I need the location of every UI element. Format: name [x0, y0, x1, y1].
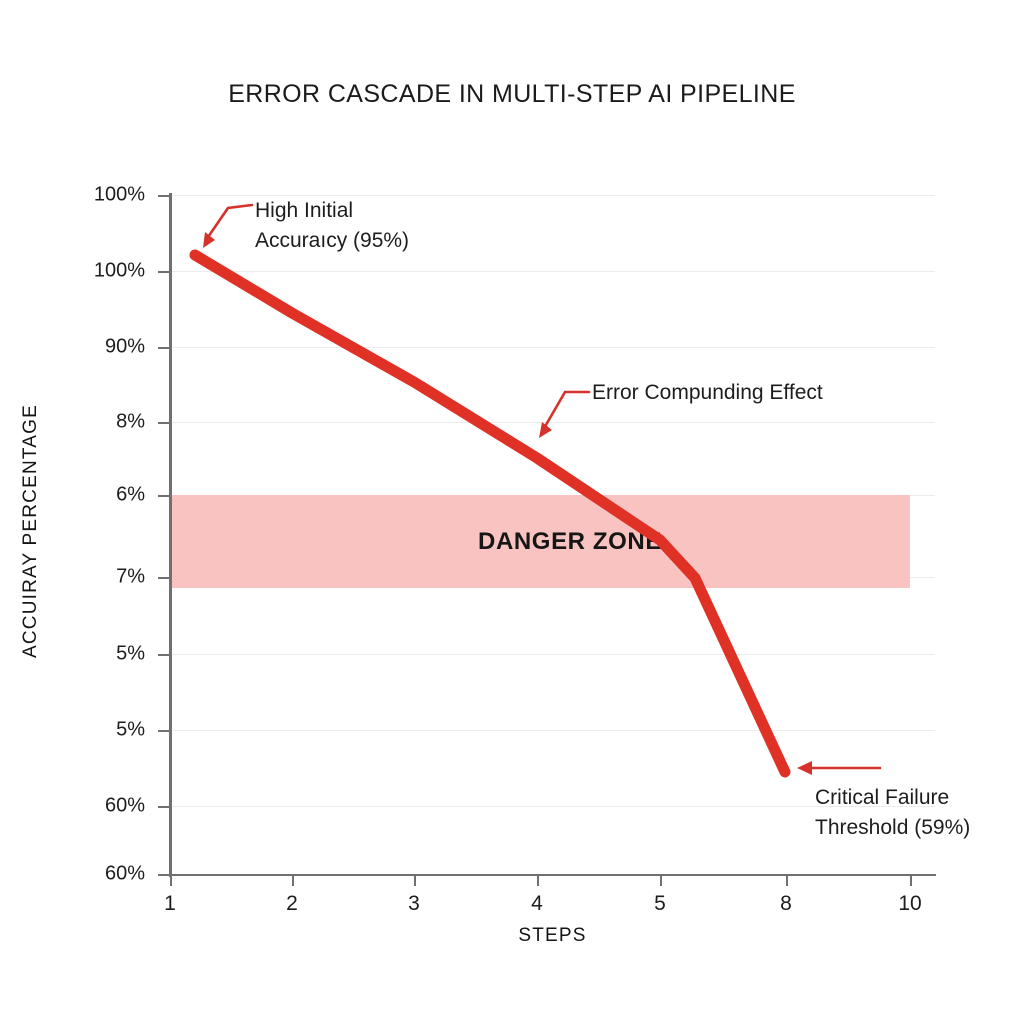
danger-zone-label: DANGER ZONE [478, 528, 662, 555]
y-axis-tick-labels: 100% 100% 90% 8% 6% 7% 5% 5% 60% 60% [85, 0, 145, 1024]
plot-area: DANGER ZONE [170, 195, 935, 875]
annotation-line-2: Accuraıcy (95%) [255, 228, 410, 252]
y-tick-mark [158, 495, 170, 497]
gridline [170, 271, 935, 272]
gridline [170, 422, 935, 423]
x-tick-label: 4 [531, 892, 543, 915]
y-tick-mark [158, 577, 170, 579]
chart-title: ERROR CASCADE IN MULTI-STEP AI PIPELINE [228, 80, 796, 108]
x-axis-title: STEPS [518, 925, 587, 946]
x-tick-label: 1 [164, 892, 176, 915]
y-axis-line [169, 193, 172, 877]
annotation-line-1: High Initial [255, 199, 354, 222]
gridline [170, 347, 935, 348]
annotation-error-compounding-effect: Error Compunding Effect [592, 378, 823, 408]
y-tick-label: 90% [104, 335, 145, 358]
y-tick-mark [158, 271, 170, 273]
x-tick-label: 8 [780, 892, 792, 915]
y-tick-mark [158, 347, 170, 349]
x-tick-label: 3 [408, 892, 420, 915]
y-tick-mark [158, 874, 170, 876]
y-tick-label: 6% [116, 483, 145, 506]
y-tick-label: 60% [104, 862, 145, 885]
x-tick-mark [660, 875, 662, 886]
y-tick-label: 60% [104, 794, 145, 817]
x-tick-label: 2 [286, 892, 298, 915]
x-tick-mark [786, 875, 788, 886]
annotation-line-1: Critical Failure [815, 786, 950, 809]
annotation-line-2: Threshold (59%) [815, 815, 971, 839]
x-tick-mark [414, 875, 416, 886]
x-tick-mark [910, 875, 912, 886]
y-tick-label: 5% [116, 718, 145, 741]
y-tick-mark [158, 422, 170, 424]
gridline [170, 730, 935, 731]
y-tick-mark [158, 730, 170, 732]
x-tick-mark [292, 875, 294, 886]
annotation-line-1: Error Compunding Effect [592, 381, 823, 404]
y-tick-label: 8% [116, 410, 145, 433]
annotation-high-initial-accuracy: High Initial Accuraıcy (95%) [255, 196, 409, 256]
x-tick-mark [170, 875, 172, 886]
y-tick-label: 7% [116, 565, 145, 588]
gridline [170, 806, 935, 807]
x-tick-mark [537, 875, 539, 886]
y-tick-label: 100% [93, 183, 145, 206]
x-tick-label: 5 [654, 892, 666, 915]
y-tick-label: 100% [93, 259, 145, 282]
gridline [170, 654, 935, 655]
y-tick-label: 5% [116, 642, 145, 665]
y-tick-mark [158, 806, 170, 808]
y-axis-title: ACCUIRAY PERCENTAGE [20, 404, 41, 659]
gridline [170, 195, 935, 196]
y-tick-mark [158, 654, 170, 656]
x-axis-line [169, 874, 936, 876]
y-tick-mark [158, 195, 170, 197]
annotation-critical-failure-threshold: Critical Failure Threshold (59%) [815, 783, 970, 843]
x-tick-label: 10 [898, 892, 922, 915]
